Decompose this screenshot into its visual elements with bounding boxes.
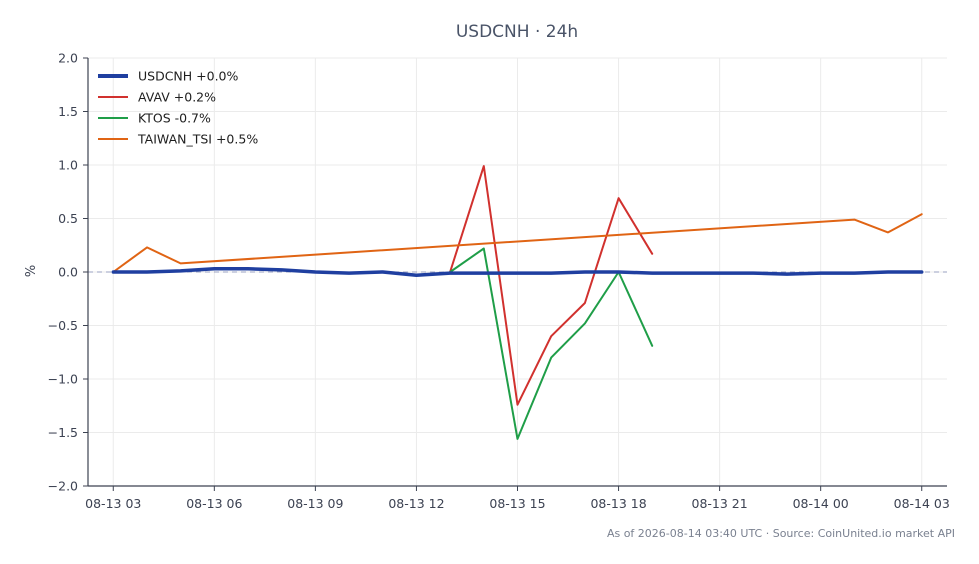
y-tick-label: 1.0 <box>58 158 78 173</box>
x-tick-label: 08-14 03 <box>894 496 950 511</box>
x-axis-ticks: 08-13 03 08-13 06 08-13 09 08-13 12 08-13 15… <box>85 486 950 511</box>
series-lines <box>111 165 924 440</box>
legend-label: TAIWAN_TSI +0.5% <box>137 132 258 147</box>
x-tick-label: 08-13 09 <box>287 496 343 511</box>
x-tick-label: 08-13 18 <box>590 496 646 511</box>
legend: USDCNH +0.0% AVAV +0.2% KTOS -0.7% TAIWAN_T… <box>98 69 258 147</box>
x-tick-label: 08-13 21 <box>692 496 748 511</box>
chart-title: USDCNH · 24h <box>456 22 578 42</box>
series-line-usdcnh <box>111 267 924 277</box>
x-tick-label: 08-13 06 <box>186 496 242 511</box>
series-line-avav <box>449 165 654 406</box>
series-line-taiwan-tsi <box>112 213 923 273</box>
y-tick-label: 0.5 <box>58 211 78 226</box>
x-tick-label: 08-14 00 <box>793 496 849 511</box>
x-tick-label: 08-13 15 <box>489 496 545 511</box>
y-tick-label: 1.5 <box>58 104 78 119</box>
y-tick-label: −0.5 <box>48 318 78 333</box>
x-tick-label: 08-13 12 <box>388 496 444 511</box>
x-tick-label: 08-13 03 <box>85 496 141 511</box>
y-axis-ticks: 2.0 1.5 1.0 0.5 0.0 −0.5 −1.0 −1.5 −2.0 <box>48 51 88 494</box>
y-axis-label: % <box>24 265 39 277</box>
legend-label: KTOS -0.7% <box>138 111 211 126</box>
y-tick-label: −1.0 <box>48 372 78 387</box>
y-tick-label: −2.0 <box>48 479 78 494</box>
legend-label: USDCNH +0.0% <box>138 69 239 84</box>
y-tick-label: 0.0 <box>58 265 78 280</box>
y-tick-label: 2.0 <box>58 51 78 66</box>
y-tick-label: −1.5 <box>48 425 78 440</box>
source-footnote: As of 2026-08-14 03:40 UTC · Source: Coi… <box>607 527 955 540</box>
legend-label: AVAV +0.2% <box>138 90 216 105</box>
